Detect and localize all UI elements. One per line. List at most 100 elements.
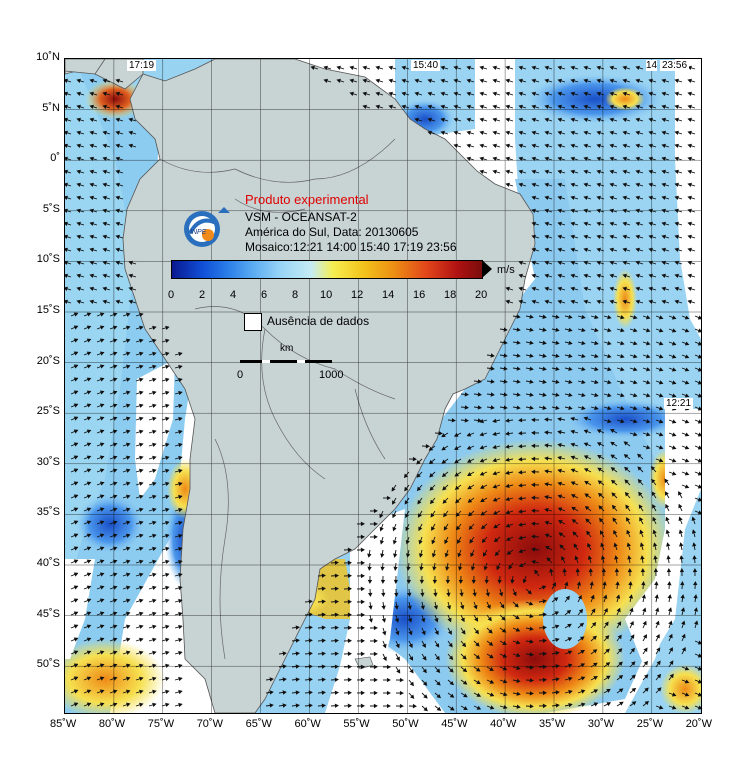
wind-arrow-head xyxy=(334,612,339,617)
wind-arrow-head xyxy=(559,544,564,549)
wind-arrow-head xyxy=(646,432,651,437)
wind-arrow-head xyxy=(460,605,465,610)
wind-arrow-head xyxy=(492,117,497,122)
longitude-label: 65˚W xyxy=(245,718,272,730)
wind-arrow-head xyxy=(697,419,701,424)
wind-arrow-head xyxy=(503,392,508,397)
wind-arrow-head xyxy=(505,104,510,109)
wind-arrow-head xyxy=(596,78,601,83)
wind-arrow-head xyxy=(635,286,640,291)
wind-arrow-head xyxy=(623,454,629,459)
wind-arrow-head xyxy=(429,486,434,491)
wind-arrow-head xyxy=(458,579,464,584)
wind-arrow-head xyxy=(691,516,696,521)
wind-arrow-head xyxy=(334,690,339,695)
wind-arrow-head xyxy=(505,496,510,502)
wind-arrow-head xyxy=(544,456,549,461)
wind-arrow-head xyxy=(684,666,690,671)
wind-arrow-head xyxy=(99,455,105,460)
wind-arrow-head xyxy=(367,553,372,558)
wind-arrow-head xyxy=(126,455,131,460)
wind-arrow-head xyxy=(529,340,534,345)
wind-arrow-head xyxy=(86,429,92,434)
wind-arrow-head xyxy=(651,491,656,496)
wind-arrow-head xyxy=(399,677,404,683)
wind-arrow-head xyxy=(269,690,274,695)
wind-arrow-head xyxy=(468,511,473,517)
wind-arrow-head xyxy=(152,364,157,369)
wind-arrow-head xyxy=(128,117,133,122)
wind-arrow-head xyxy=(76,286,81,291)
wind-arrow-head xyxy=(89,195,94,200)
wind-arrow-head xyxy=(596,273,601,278)
wind-arrow-head xyxy=(449,693,455,698)
wind-arrow-head xyxy=(73,637,79,642)
wind-arrow-head xyxy=(73,338,79,343)
wind-arrow-head xyxy=(360,547,365,553)
wind-arrow-head xyxy=(115,169,120,174)
wind-arrow-head xyxy=(76,221,81,226)
wind-arrow-head xyxy=(661,91,666,96)
wind-arrow-head xyxy=(656,660,661,666)
wind-arrow-head xyxy=(112,429,118,434)
wind-arrow-head xyxy=(652,504,656,509)
wind-arrow-head xyxy=(641,581,646,586)
wind-arrow-head xyxy=(542,599,547,604)
wind-arrow-head xyxy=(501,628,507,633)
wind-arrow-head xyxy=(693,594,698,599)
wind-arrow-head xyxy=(561,555,566,561)
wind-arrow-head xyxy=(487,616,492,622)
wind-arrow-head xyxy=(654,581,659,586)
wind-arrow-head xyxy=(622,104,627,109)
wind-arrow-head xyxy=(165,481,170,487)
wind-arrow-head xyxy=(674,260,679,265)
wind-arrow-head xyxy=(126,676,131,681)
wind-arrow-head xyxy=(115,299,120,304)
wind-arrow-head xyxy=(661,156,666,161)
wind-arrow-head xyxy=(633,354,638,359)
wind-arrow-head xyxy=(152,676,157,681)
wind-arrow-head xyxy=(152,702,157,707)
wind-arrow-head xyxy=(479,91,484,96)
wind-arrow-head xyxy=(671,393,677,398)
wind-arrow-head xyxy=(418,539,423,545)
wind-arrow-head xyxy=(633,393,638,398)
wind-arrow-head xyxy=(542,379,547,384)
wind-arrow-head xyxy=(583,169,588,174)
wind-arrow-head xyxy=(152,663,157,668)
wind-arrow-head xyxy=(596,117,601,122)
wind-arrow-head xyxy=(76,91,81,96)
wind-arrow-head xyxy=(643,647,648,652)
wind-arrow-head xyxy=(76,260,81,265)
wind-arrow-head xyxy=(516,678,521,683)
wind-arrow-head xyxy=(89,260,94,265)
wind-arrow-head xyxy=(99,442,105,447)
wind-arrow-head xyxy=(99,585,105,590)
wind-arrow-head xyxy=(568,405,573,411)
wind-arrow-head xyxy=(126,416,131,421)
pass-time-label: 17:19 xyxy=(127,60,157,71)
wind-arrow-head xyxy=(73,546,79,551)
longitude-label: 40˚W xyxy=(490,718,517,730)
wind-arrow-head xyxy=(637,466,642,471)
wind-arrow-head xyxy=(490,392,495,397)
wind-arrow-head xyxy=(373,638,378,644)
wind-arrow-head xyxy=(661,234,666,239)
wind-arrow-head xyxy=(462,667,468,673)
wind-arrow-head xyxy=(462,680,468,685)
wind-arrow-head xyxy=(697,653,701,658)
wind-arrow-head xyxy=(518,273,523,278)
wind-arrow-head xyxy=(99,429,105,434)
wind-arrow-head xyxy=(470,552,475,558)
wind-arrow-head xyxy=(126,351,131,356)
wind-arrow-head xyxy=(518,182,523,187)
wind-arrow-head xyxy=(681,633,686,639)
wind-arrow-head xyxy=(410,694,415,699)
wind-arrow-head xyxy=(518,299,523,304)
wind-arrow-head xyxy=(152,533,157,538)
wind-arrow-head xyxy=(576,581,582,586)
wind-arrow-head xyxy=(86,351,92,356)
wind-arrow-head xyxy=(360,599,365,605)
wind-arrow-head xyxy=(282,690,287,695)
wind-arrow-head xyxy=(648,247,653,252)
